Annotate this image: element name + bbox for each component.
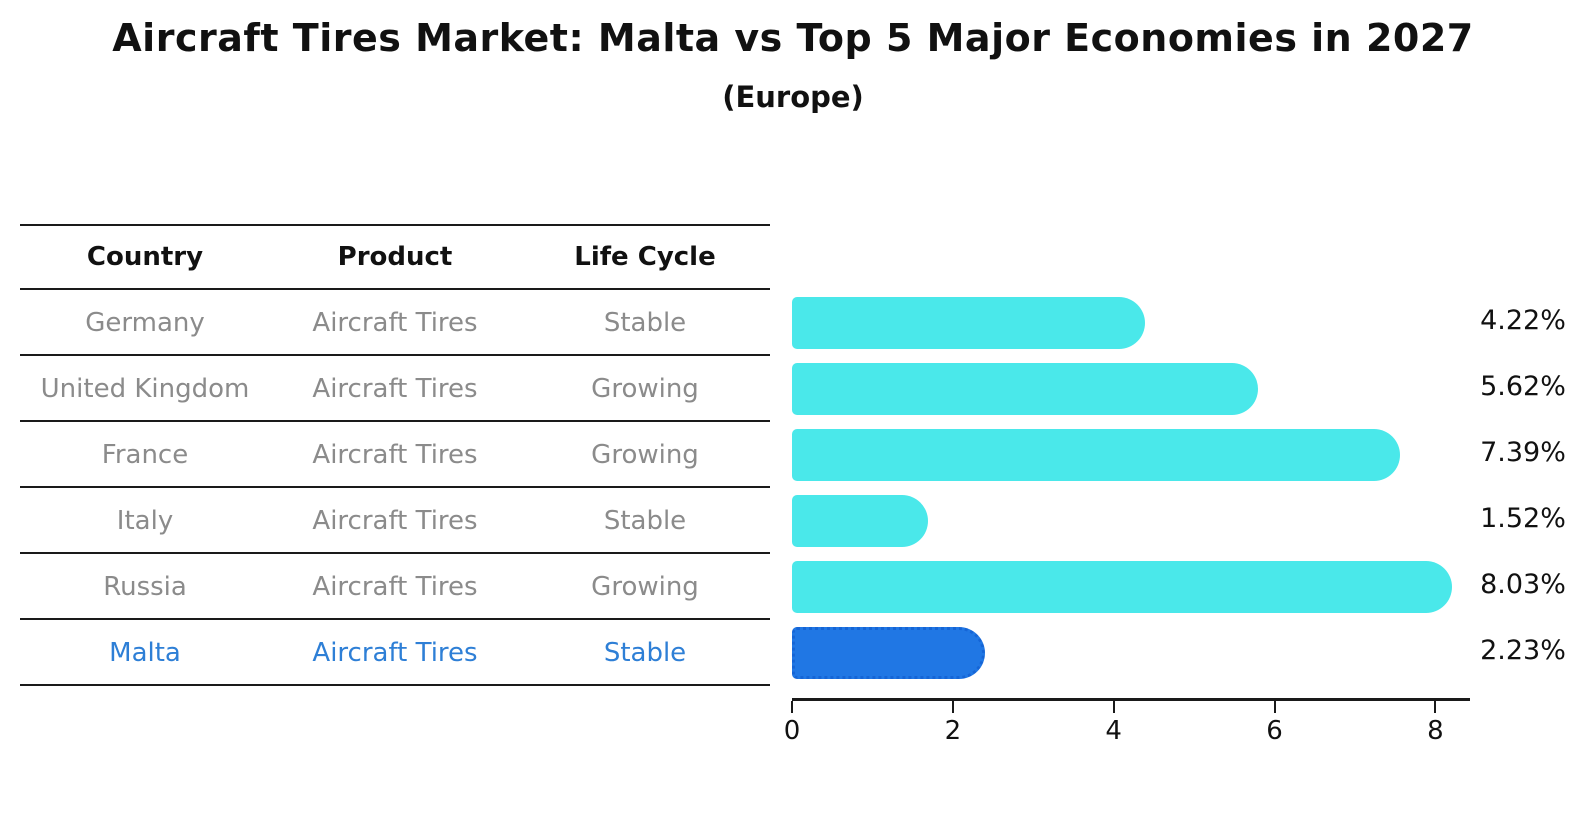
x-axis-tick: [791, 701, 793, 713]
column-header-life-cycle: Life Cycle: [574, 242, 716, 272]
value-label: 4.22%: [1480, 305, 1566, 336]
table-row: Malta Aircraft Tires Stable: [20, 620, 770, 686]
x-axis-tick-label: 0: [783, 716, 801, 746]
chart-subtitle: (Europe): [722, 80, 864, 114]
bar-russia: [792, 561, 1452, 613]
table-rule: [20, 354, 770, 356]
cell-life-cycle: Growing: [591, 572, 699, 602]
table-row: Russia Aircraft Tires Growing: [20, 554, 770, 620]
cell-life-cycle: Stable: [603, 308, 687, 338]
bar-germany: [792, 297, 1145, 349]
chart-title: Aircraft Tires Market: Malta vs Top 5 Ma…: [112, 16, 1474, 60]
table-row: Germany Aircraft Tires Stable: [20, 290, 770, 356]
x-axis-tick-label: 8: [1427, 716, 1444, 746]
bar-italy: [792, 495, 928, 547]
cell-life-cycle: Growing: [591, 440, 699, 470]
value-label: 5.62%: [1480, 371, 1566, 402]
country-table: Country Product Life Cycle Germany Aircraft …: [20, 224, 770, 686]
table-rule: [20, 552, 770, 554]
value-label: 7.39%: [1480, 437, 1566, 468]
cell-life-cycle: Stable: [603, 506, 687, 536]
table-rule: [20, 224, 770, 226]
table-row: Italy Aircraft Tires Stable: [20, 488, 770, 554]
cell-product: Aircraft Tires: [312, 572, 478, 602]
value-label: 1.52%: [1480, 503, 1566, 534]
cell-product: Aircraft Tires: [312, 440, 478, 470]
value-label: 8.03%: [1480, 569, 1566, 600]
cell-product: Aircraft Tires: [312, 308, 478, 338]
bar-france: [792, 429, 1400, 481]
x-axis-tick: [1273, 701, 1276, 713]
x-axis-tick: [1112, 701, 1115, 713]
table-row: United Kingdom Aircraft Tires Growing: [20, 356, 770, 422]
x-axis-tick-label: 2: [944, 716, 962, 746]
table-header-row: Country Product Life Cycle: [20, 224, 770, 290]
bar-united-kingdom: [792, 363, 1258, 415]
cell-country: United Kingdom: [40, 374, 250, 404]
cell-country: Russia: [103, 572, 187, 602]
cell-country: Malta: [109, 638, 181, 668]
table-rule: [20, 420, 770, 422]
table-rule: [20, 684, 770, 686]
bar-malta: [792, 627, 985, 679]
cell-country: France: [101, 440, 189, 470]
cell-product: Aircraft Tires: [312, 506, 478, 536]
x-axis-tick: [1434, 701, 1437, 713]
column-header-product: Product: [337, 242, 453, 272]
table-rule: [20, 486, 770, 488]
cell-country: Italy: [116, 506, 174, 536]
x-axis-tick-label: 6: [1266, 716, 1283, 746]
cell-product: Aircraft Tires: [312, 638, 478, 668]
value-label: 2.23%: [1480, 635, 1566, 666]
cell-life-cycle: Stable: [603, 638, 687, 668]
x-axis-tick: [951, 701, 954, 713]
cell-life-cycle: Growing: [591, 374, 699, 404]
table-rule: [20, 618, 770, 620]
table-rule: [20, 288, 770, 290]
column-header-country: Country: [86, 242, 204, 272]
cell-country: Germany: [85, 308, 205, 338]
cell-product: Aircraft Tires: [312, 374, 478, 404]
x-axis-tick-label: 4: [1105, 716, 1122, 746]
table-row: France Aircraft Tires Growing: [20, 422, 770, 488]
x-axis: [792, 698, 1470, 701]
